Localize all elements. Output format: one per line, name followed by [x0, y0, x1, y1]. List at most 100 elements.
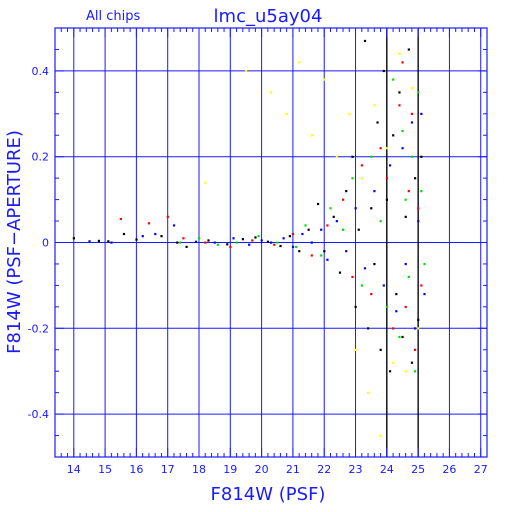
data-point [388, 370, 392, 373]
data-point [373, 262, 376, 266]
data-point [244, 69, 248, 73]
data-point [379, 348, 382, 351]
data-point [351, 275, 354, 279]
data-point [232, 237, 235, 240]
data-point [379, 147, 382, 150]
x-tick-label: 18 [192, 463, 206, 476]
data-point [379, 220, 382, 223]
data-point [194, 240, 198, 243]
data-point [335, 155, 338, 158]
data-point [395, 310, 398, 313]
data-point [276, 241, 279, 244]
x-tick-label: 27 [474, 463, 488, 476]
data-point [182, 237, 185, 240]
data-point [342, 198, 345, 201]
data-point [257, 235, 260, 238]
data-point [248, 243, 251, 246]
data-point [266, 240, 270, 243]
data-point [404, 262, 407, 266]
data-point [304, 224, 307, 227]
data-point [417, 207, 420, 210]
data-point [119, 217, 122, 221]
y-tick-label: -0.2 [28, 322, 49, 335]
data-point [342, 228, 345, 231]
data-point [351, 155, 354, 158]
data-point [273, 243, 276, 246]
data-point [288, 235, 291, 238]
data-point [385, 147, 389, 150]
data-point [285, 112, 288, 115]
data-point [354, 207, 357, 210]
data-point [254, 236, 257, 239]
chart-subtitle: All chips [86, 9, 140, 24]
x-tick-label: 14 [67, 463, 81, 476]
data-point [154, 232, 157, 236]
data-point [382, 284, 385, 287]
data-point [414, 177, 417, 180]
data-point [320, 228, 323, 231]
data-point [395, 292, 398, 296]
data-point [198, 237, 201, 240]
data-point [392, 134, 395, 137]
data-point [207, 239, 210, 242]
data-point [370, 155, 373, 158]
data-point [260, 239, 263, 242]
data-point [176, 241, 179, 244]
x-tick-label: 19 [223, 463, 237, 476]
data-point [407, 275, 410, 279]
data-point [398, 91, 401, 94]
data-point [332, 215, 335, 218]
data-point [351, 177, 354, 180]
data-point [417, 220, 420, 223]
data-point [410, 87, 414, 90]
data-point [310, 241, 313, 244]
data-point [417, 327, 420, 330]
data-point [373, 104, 376, 107]
data-point [404, 198, 407, 201]
data-point [216, 243, 219, 246]
chart-title: lmc_u5ay04 [214, 6, 323, 27]
data-point [423, 292, 426, 296]
data-point [404, 215, 407, 218]
data-point [166, 215, 169, 218]
data-point [379, 434, 382, 437]
data-point [72, 237, 75, 240]
data-point [360, 164, 363, 167]
data-point [404, 370, 407, 373]
data-point [354, 348, 357, 351]
data-point [185, 245, 188, 248]
x-tick-label: 20 [255, 463, 269, 476]
data-point [417, 318, 420, 321]
data-point [401, 335, 404, 339]
data-point [329, 207, 332, 210]
y-tick-label: 0.4 [32, 65, 50, 78]
data-point [338, 271, 342, 274]
data-point [147, 222, 151, 225]
data-point [407, 190, 410, 193]
data-point [414, 370, 417, 373]
data-point [345, 190, 348, 193]
data-point [270, 241, 273, 244]
data-point [360, 177, 363, 180]
data-point [301, 232, 304, 236]
data-point [345, 250, 348, 253]
data-point [385, 177, 389, 180]
x-tick-label: 22 [317, 463, 331, 476]
data-point [376, 121, 379, 124]
y-tick-label: 0 [42, 237, 49, 250]
data-point [241, 238, 245, 241]
data-point [270, 91, 273, 94]
data-point [423, 262, 426, 266]
x-tick-label: 15 [98, 463, 112, 476]
data-point [135, 238, 138, 241]
x-tick-label: 16 [129, 463, 143, 476]
data-point [392, 361, 395, 364]
data-point [316, 202, 320, 206]
data-point [420, 112, 423, 115]
data-point [298, 61, 301, 64]
x-tick-label: 24 [380, 463, 394, 476]
x-tick-label: 23 [349, 463, 363, 476]
data-point [326, 224, 329, 227]
